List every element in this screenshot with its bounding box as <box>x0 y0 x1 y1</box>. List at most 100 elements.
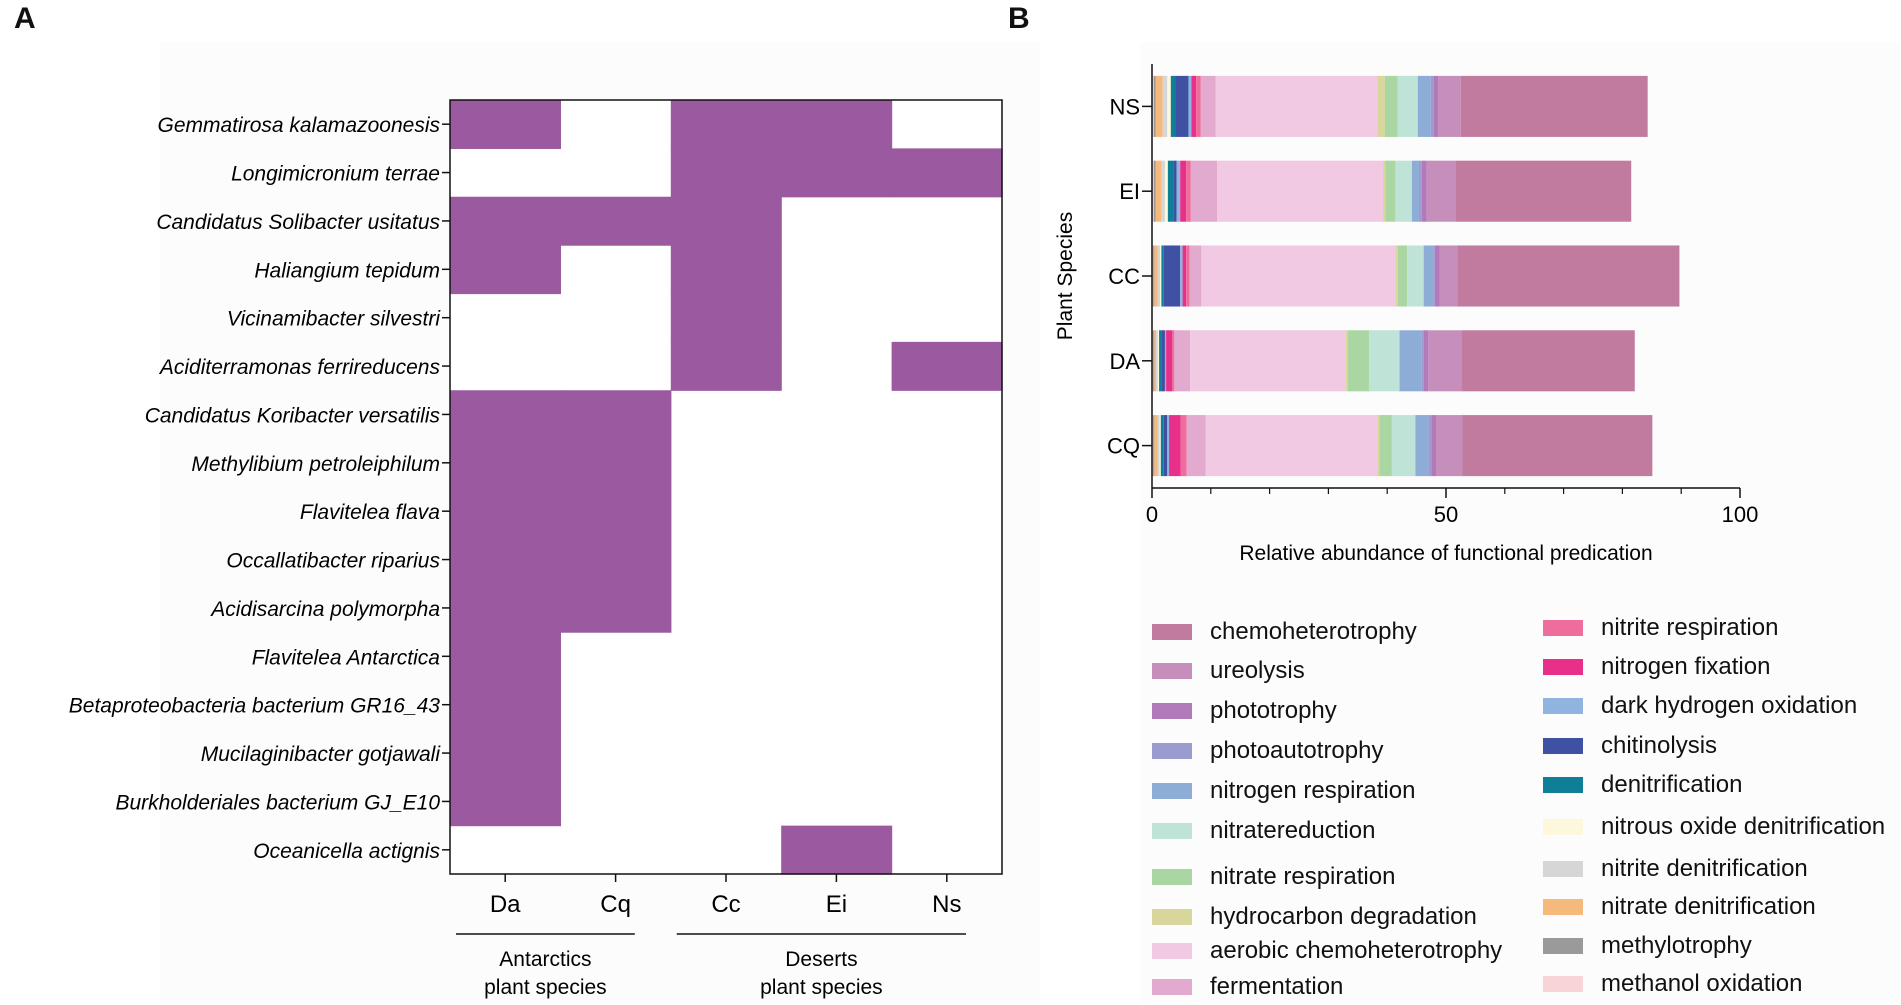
heatmap-cell <box>450 535 561 585</box>
x-tick-label: 100 <box>1722 502 1759 527</box>
bar-segment <box>1186 245 1190 307</box>
bar-segment <box>1156 330 1158 392</box>
bar-segment <box>1167 75 1171 137</box>
column-label: Cc <box>711 891 740 918</box>
legend-swatch <box>1543 861 1583 877</box>
bar-segment <box>1377 415 1380 477</box>
group-label: Antarctics <box>499 948 591 971</box>
bar-segment <box>1205 415 1378 477</box>
bar-segment <box>1434 245 1440 307</box>
heatmap-cell <box>670 293 782 343</box>
bar-segment <box>1460 75 1648 137</box>
legend-label: nitrite denitrification <box>1601 855 1808 882</box>
bar-segment <box>1163 245 1181 307</box>
y-axis-title: Plant Species <box>1054 212 1077 340</box>
row-label: Gemmatirosa kalamazoonesis <box>158 114 441 137</box>
legend-label: dark hydrogen oxidation <box>1601 692 1858 719</box>
heatmap-cell <box>670 341 782 391</box>
row-label: Flavitelea flava <box>300 501 440 524</box>
bar-segment <box>1152 160 1154 222</box>
bar-segment <box>1174 330 1191 392</box>
heatmap-cell <box>450 245 561 295</box>
bar-segment <box>1154 330 1157 392</box>
group-label: plant species <box>484 976 607 999</box>
bar-segment <box>1377 75 1385 137</box>
heatmap-cell <box>450 680 561 730</box>
bar-segment <box>1154 245 1158 307</box>
bar-segment <box>1428 415 1432 477</box>
bar-segment <box>1160 245 1162 307</box>
legend-label: chitinolysis <box>1601 732 1718 759</box>
legend-label: fermentation <box>1210 973 1344 1000</box>
heatmap-cell <box>781 825 893 875</box>
heatmap-cell <box>670 148 782 198</box>
bar-segment <box>1164 330 1167 392</box>
legend-label: nitrate denitrification <box>1601 893 1816 920</box>
bar-segment <box>1162 75 1168 137</box>
legend-swatch <box>1543 777 1583 793</box>
legend-swatch <box>1543 976 1583 992</box>
bar-segment <box>1196 75 1201 137</box>
row-label: Vicinamibacter silvestri <box>227 308 442 331</box>
bar-segment <box>1201 245 1396 307</box>
bar-segment <box>1397 75 1418 137</box>
bar-segment <box>1161 330 1165 392</box>
category-label: CC <box>1108 264 1140 289</box>
legend-label: nitrite respiration <box>1601 614 1779 641</box>
bar-segment <box>1399 330 1422 392</box>
bar-segment <box>1457 245 1680 307</box>
legend-item: fermentation <box>1152 973 1343 1001</box>
bar-segment <box>1176 160 1181 222</box>
heatmap-cell <box>450 632 561 682</box>
bar-segment <box>1167 415 1170 477</box>
heatmap-cell <box>781 148 893 198</box>
heatmap-cell <box>670 245 782 295</box>
heatmap-cell <box>781 100 893 149</box>
legend-swatch <box>1152 979 1192 995</box>
bar-segment <box>1186 160 1191 222</box>
x-axis-title: Relative abundance of functional predica… <box>1239 542 1652 565</box>
heatmap-cell <box>560 196 672 246</box>
bar-segment <box>1159 330 1162 392</box>
legend-item: nitrite respiration <box>1543 614 1778 642</box>
group-label: Deserts <box>785 948 857 971</box>
legend-item: ureolysis <box>1152 657 1305 685</box>
bar-segment <box>1384 75 1398 137</box>
bar-segment <box>1157 330 1160 392</box>
legend-item: nitrate denitrification <box>1543 893 1816 921</box>
bar-segment <box>1153 160 1156 222</box>
category-label: NS <box>1109 94 1140 119</box>
category-label: EI <box>1119 179 1140 204</box>
bar-segment <box>1189 245 1202 307</box>
panel-b-label: B <box>1008 2 1030 35</box>
heatmap-cell <box>560 535 672 585</box>
category-label: CQ <box>1107 434 1140 459</box>
row-label: Burkholderiales bacterium GJ_E10 <box>116 791 441 814</box>
bar-segment <box>1411 160 1419 222</box>
bar-segment <box>1426 160 1456 222</box>
legend-label: methylotrophy <box>1601 932 1752 959</box>
bar-segment <box>1421 160 1427 222</box>
legend-item: chitinolysis <box>1543 732 1717 760</box>
bar-segment <box>1439 245 1458 307</box>
bar-segment <box>1462 415 1653 477</box>
legend-item: nitrous oxide denitrification <box>1543 813 1885 841</box>
bar-segment <box>1155 75 1163 137</box>
row-label: Aciditerramonas ferrireducens <box>158 356 441 379</box>
legend-item: denitrification <box>1543 771 1742 799</box>
heatmap-cell <box>450 196 561 246</box>
bar-segment <box>1159 415 1161 477</box>
bar-segment <box>1407 245 1424 307</box>
legend-item: nitrogen fixation <box>1543 653 1770 681</box>
legend-swatch <box>1543 659 1583 675</box>
x-tick-label: 0 <box>1146 502 1158 527</box>
bar-segment <box>1190 160 1218 222</box>
bar-segment <box>1180 415 1187 477</box>
bar-segment <box>1415 415 1429 477</box>
bar-segment <box>1200 75 1216 137</box>
bar-segment <box>1155 160 1162 222</box>
legend-swatch <box>1543 738 1583 754</box>
legend-item: nitrogen respiration <box>1152 777 1415 805</box>
heatmap-cell <box>560 390 672 440</box>
bar-segment <box>1180 245 1183 307</box>
